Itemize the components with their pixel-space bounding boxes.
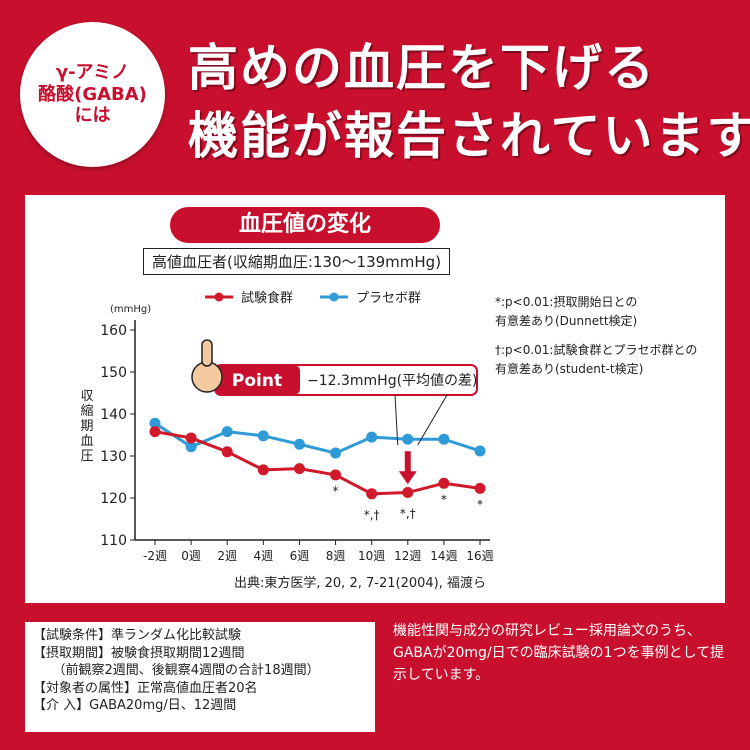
chart-source: 出典:東方医学, 20, 2, 7-21(2004), 福渡ら (234, 575, 486, 591)
gaba-badge: γ-アミノ 酪酸(GABA) には (20, 22, 165, 167)
headline-line-1: 高めの血圧を下げる (188, 39, 656, 97)
study-description: 機能性関与成分の研究レビュー採用論文のうち、GABAが20mg/日での臨床試験の… (393, 623, 725, 683)
note-2a: †:p<0.01:試験食群とプラセボ群との (495, 343, 698, 357)
blood-pressure-chart: 試験食群 プラセボ群 (mmHg) 110 120 130 140 150 160 収縮期血圧 -… (80, 290, 493, 591)
condition-4: 【対象者の属性】正常高値血圧者20名 (33, 680, 258, 696)
series-line (154, 430, 481, 496)
point-callout: Point −12.3mmHg(平均値の差) (191, 339, 478, 485)
study-conditions: 【試験条件】準ランダム化比較試験 【摂取期間】被験食摂取期間12週間 （前観察2… (25, 622, 375, 732)
condition-3: （前観察2週間、後観察4週間の合計18週間） (33, 663, 320, 678)
y-tick-label: 140 (100, 407, 127, 423)
data-point (330, 469, 342, 481)
legend-label: 試験食群 (241, 290, 293, 306)
legend-marker (214, 292, 224, 302)
chart-title: 血圧値の変化 (170, 207, 440, 243)
data-point (185, 432, 197, 444)
condition-1: 【試験条件】準ランダム化比較試験 (33, 628, 242, 643)
x-tick-label: 4週 (254, 549, 274, 563)
y-axis-label-char: 収 (80, 389, 93, 404)
data-point (293, 438, 305, 450)
y-tick-label: 110 (100, 533, 127, 549)
data-point (149, 417, 161, 429)
data-point (257, 430, 269, 442)
significance-notes: *:p<0.01:摂取開始日との 有意差あり(Dunnett検定) †:p<0.… (495, 293, 720, 389)
condition-2: 【摂取期間】被験食摂取期間12週間 (33, 645, 245, 661)
significance-mark: * (333, 484, 339, 498)
data-point (366, 488, 378, 500)
data-point (330, 447, 342, 459)
y-axis-label-char: 期 (80, 419, 93, 434)
y-tick-label: 160 (100, 323, 127, 339)
chart-axes: (mmHg) 110 120 130 140 150 160 収縮期血圧 -2週 0週 2週 4週 6週… (80, 304, 493, 563)
data-point (438, 477, 450, 489)
data-point (221, 426, 233, 438)
x-tick-label: 10週 (358, 549, 385, 563)
data-point (221, 446, 233, 458)
x-tick-label: 8週 (326, 549, 346, 563)
significance-mark: *,† (400, 507, 416, 521)
y-tick-label: 120 (100, 491, 127, 507)
data-point (149, 426, 161, 438)
data-point (185, 441, 197, 453)
headline-line-2: 機能が報告されています (188, 107, 750, 165)
data-point (402, 433, 414, 445)
y-tick-label: 130 (100, 449, 127, 465)
point-label: Point (232, 371, 282, 391)
significance-mark: *,† (364, 508, 380, 522)
callout-leader (394, 394, 399, 446)
data-point (438, 433, 450, 445)
down-arrow-icon (398, 471, 417, 485)
significance-mark: * (477, 497, 483, 511)
data-point (293, 463, 305, 475)
y-axis-label-char: 縮 (80, 403, 93, 419)
series-line (154, 421, 481, 455)
condition-5: 【介 入】GABA20mg/日、12週間 (33, 698, 237, 713)
badge-line-2: 酪酸(GABA) (38, 83, 147, 105)
note-1b: 有意差あり(Dunnett検定) (495, 314, 638, 328)
data-point (474, 482, 486, 494)
point-label-box (215, 365, 300, 395)
x-tick-label: 2週 (217, 549, 237, 563)
badge-line-1: γ-アミノ (55, 62, 130, 84)
chart-legend: 試験食群 プラセボ群 (205, 290, 421, 306)
x-tick-label: 16週 (466, 549, 493, 563)
x-tick-label: 0週 (181, 549, 201, 563)
significance-mark: * (441, 492, 447, 506)
x-tick-label: -2週 (143, 549, 167, 563)
y-axis-label-char: 圧 (80, 449, 93, 464)
y-tick-label: 150 (100, 365, 127, 381)
data-point (257, 464, 269, 476)
x-tick-label: 6週 (290, 549, 310, 563)
down-arrow-shaft (404, 451, 411, 474)
x-tick-label: 12週 (394, 549, 421, 563)
point-text: −12.3mmHg(平均値の差) (307, 373, 478, 389)
legend-marker (329, 292, 339, 302)
y-unit-label: (mmHg) (110, 304, 151, 315)
note-1a: *:p<0.01:摂取開始日との (495, 295, 638, 309)
callout-leader (417, 394, 448, 446)
y-axis-label-char: 血 (80, 434, 93, 449)
data-point (474, 445, 486, 457)
data-point (402, 487, 414, 499)
x-tick-label: 14週 (430, 549, 457, 563)
chart-series: * *,† *,† * * (149, 417, 486, 522)
chart-subtitle: 高値血圧者(収縮期血圧:130〜139mmHg) (143, 248, 451, 275)
badge-line-3: には (74, 105, 111, 127)
legend-label: プラセボ群 (356, 291, 421, 306)
note-2b: 有意差あり(student-t検定) (495, 362, 644, 376)
hand-finger-icon (201, 339, 213, 367)
data-point (366, 431, 378, 443)
chart-panel: 血圧値の変化 高値血圧者(収縮期血圧:130〜139mmHg) 試験食群 プラセボ… (25, 195, 725, 603)
